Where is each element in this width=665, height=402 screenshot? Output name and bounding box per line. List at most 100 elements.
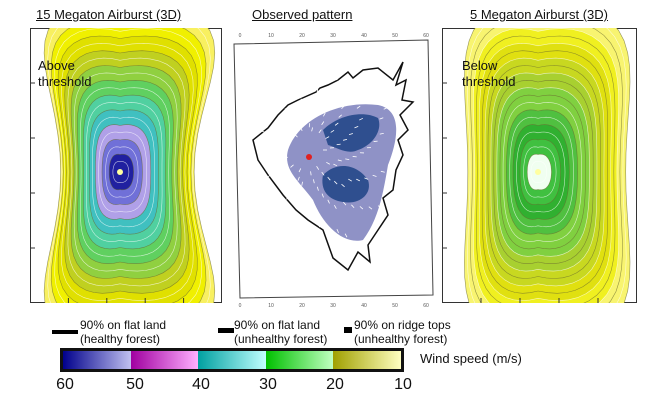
- treefall-vector: [283, 179, 287, 184]
- map-tick-label: 0: [239, 303, 242, 308]
- epicenter-marker: [306, 154, 312, 160]
- colorbar-segment: [198, 351, 266, 369]
- treefall-vector: [288, 129, 292, 133]
- treefall-vector: [326, 161, 331, 165]
- treefall-vector: [336, 76, 339, 81]
- treefall-vector: [286, 195, 289, 200]
- map-tick-label: 60: [423, 303, 429, 308]
- treefall-vector: [281, 145, 286, 147]
- treefall-vector: [311, 127, 313, 132]
- treefall-vector: [323, 112, 326, 117]
- treefall-vector: [290, 164, 294, 168]
- treefall-vector: [336, 143, 341, 146]
- legend-item: 90% on ridge tops (unhealthy forest): [354, 318, 451, 346]
- treefall-vector: [286, 171, 290, 176]
- treefall-vector: [290, 224, 293, 229]
- treefall-vector: [263, 77, 267, 82]
- observed-zone-dark: [322, 165, 369, 203]
- map-tick-label: 20: [299, 33, 305, 39]
- map-tick-label: 30: [330, 303, 336, 308]
- map-tick-label: 20: [299, 303, 305, 308]
- colorbar-tick: 40: [192, 376, 210, 393]
- treefall-vector: [345, 158, 350, 161]
- treefall-vector: [388, 165, 393, 168]
- treefall-vector: [268, 129, 273, 132]
- observed-map-panel: 0 0 10 10 20 20 30 30 40 40 50 50 60 60: [233, 33, 434, 308]
- treefall-vector: [264, 222, 268, 227]
- treefall-vector: [300, 98, 303, 103]
- treefall-vector: [334, 122, 339, 126]
- legend-line: (unhealthy forest): [234, 332, 328, 346]
- treefall-vector: [290, 113, 294, 118]
- legend-line: 90% on ridge tops: [354, 318, 451, 332]
- treefall-vector: [379, 132, 384, 135]
- treefall-vector: [334, 180, 338, 185]
- colorbar-tick: 10: [394, 376, 412, 393]
- legend-mark-ridge: [344, 327, 352, 333]
- treefall-vector: [330, 129, 335, 133]
- title-15mt: 15 Megaton Airburst (3D): [36, 7, 182, 22]
- treefall-vector: [359, 206, 364, 210]
- treefall-vector: [313, 179, 315, 184]
- treefall-vector: [325, 136, 330, 139]
- treefall-vector: [348, 133, 353, 136]
- treefall-vector: [356, 105, 361, 109]
- treefall-vector: [379, 117, 384, 120]
- colorbar-segment: [265, 351, 334, 369]
- treefall-vector: [341, 183, 345, 188]
- legend-item: 90% on flat land (healthy forest): [80, 318, 166, 346]
- treefall-vector: [316, 166, 320, 170]
- treefall-vector: [359, 95, 363, 100]
- colorbar-segment: [333, 351, 401, 369]
- treefall-vector: [380, 170, 385, 173]
- treefall-vector: [318, 97, 321, 102]
- treefall-vector: [318, 129, 322, 134]
- annotation-line: Above: [38, 58, 75, 73]
- treefall-vector: [266, 233, 269, 238]
- treefall-vector: [321, 171, 325, 176]
- treefall-vector: [286, 205, 289, 210]
- colorbar-tick: 30: [259, 376, 277, 393]
- treefall-vector: [383, 107, 388, 110]
- treefall-vector: [354, 126, 359, 129]
- legend-line: 90% on flat land: [80, 318, 167, 332]
- treefall-vector: [284, 141, 290, 144]
- epicenter-marker: [535, 169, 541, 175]
- treefall-vector: [321, 193, 324, 198]
- treefall-vector: [274, 124, 278, 128]
- treefall-vector: [281, 188, 285, 193]
- colorbar-segment: [130, 351, 199, 369]
- treefall-vector: [289, 84, 292, 89]
- treefall-vector: [302, 190, 305, 195]
- treefall-vector: [368, 206, 373, 210]
- treefall-vector: [360, 85, 365, 89]
- annotation-line: threshold: [462, 74, 516, 89]
- map-tick-label: 50: [392, 33, 398, 39]
- wind-speed-colorbar: [60, 348, 404, 372]
- treefall-vector: [283, 78, 286, 83]
- annotation-line: threshold: [38, 74, 92, 89]
- treefall-vector: [267, 174, 272, 178]
- map-tick-label: 60: [423, 33, 429, 39]
- treefall-vector: [344, 233, 348, 238]
- title-observed: Observed pattern: [252, 7, 353, 22]
- title-5mt: 5 Megaton Airburst (3D): [470, 7, 609, 22]
- treefall-vector: [281, 126, 286, 130]
- map-tick-label: 50: [392, 303, 398, 308]
- legend-line: (unhealthy forest): [354, 332, 448, 346]
- treefall-vector: [318, 223, 320, 228]
- map-tick-label: 40: [361, 33, 367, 39]
- treefall-vector: [372, 174, 377, 177]
- treefall-vector: [288, 214, 291, 219]
- treefall-vector: [327, 199, 330, 204]
- treefall-vector: [294, 134, 298, 138]
- treefall-vector: [341, 105, 345, 110]
- treefall-vector: [337, 86, 340, 91]
- annotation-above: Above threshold: [38, 58, 91, 90]
- legend-line: 90% on flat land: [234, 318, 321, 332]
- treefall-vector: [334, 204, 337, 209]
- treefall-vector: [266, 192, 271, 196]
- treefall-vector: [301, 181, 303, 186]
- colorbar-label: Wind speed (m/s): [420, 351, 522, 366]
